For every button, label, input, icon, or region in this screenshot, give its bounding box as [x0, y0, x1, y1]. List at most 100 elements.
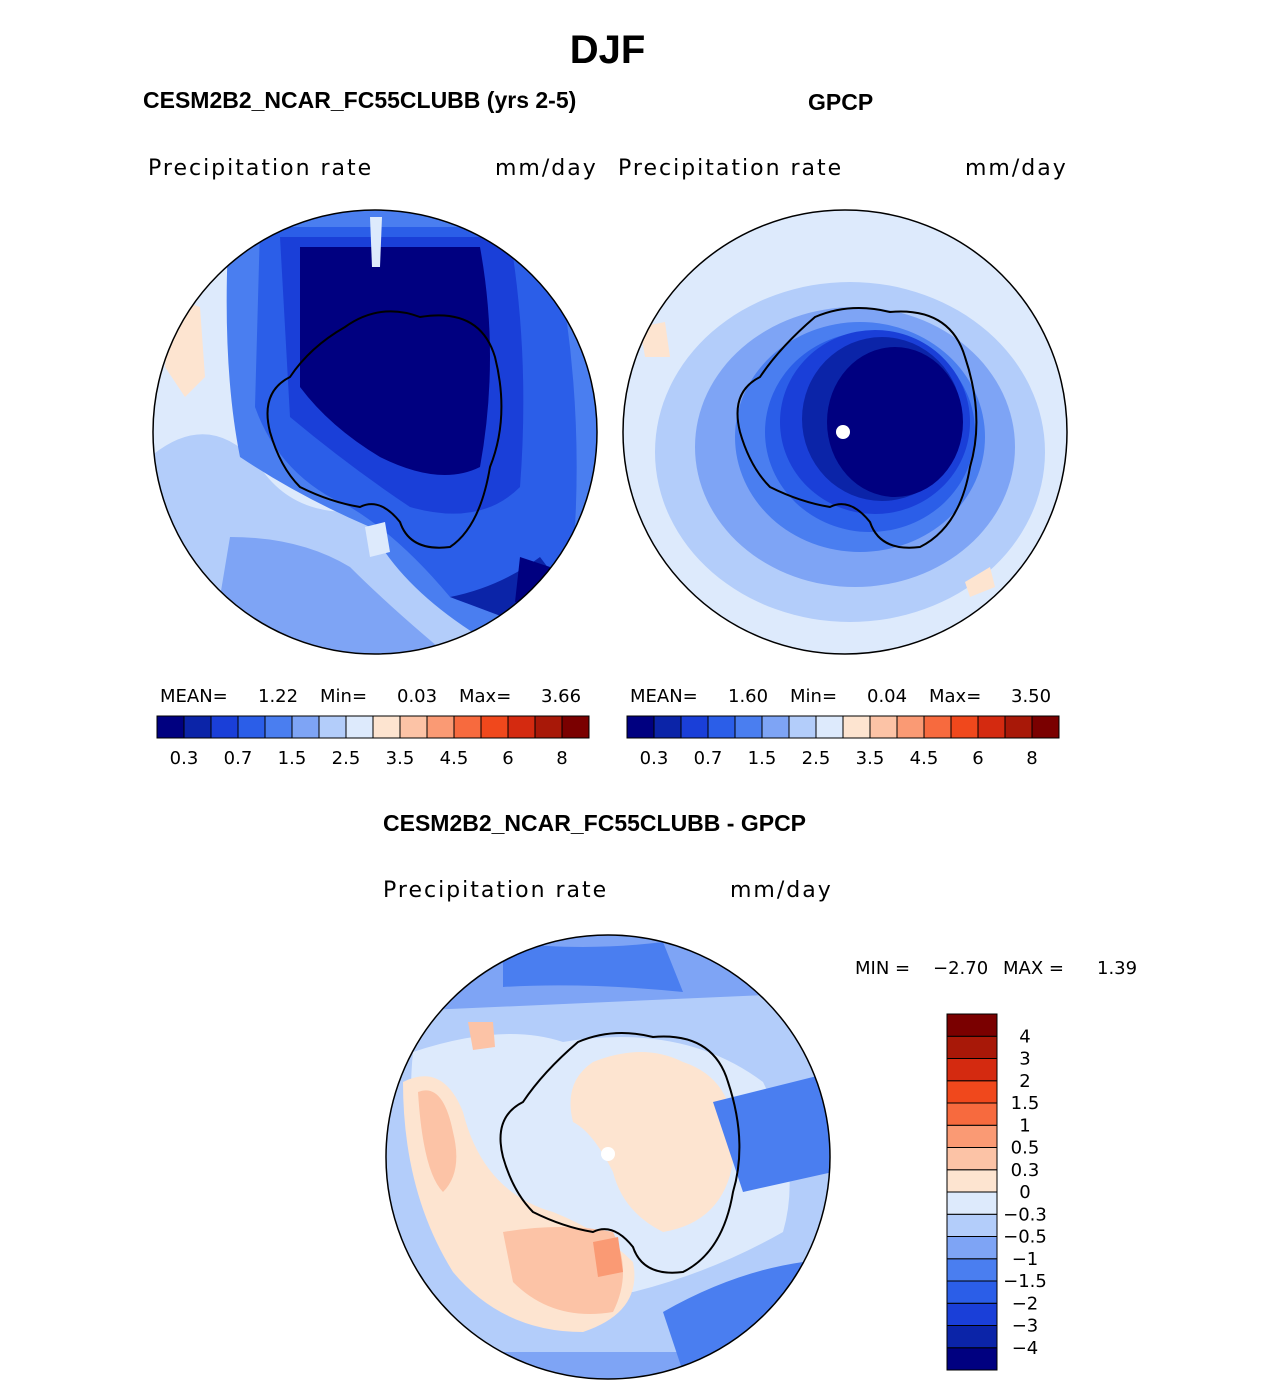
diff-min-value: −2.70: [933, 958, 989, 979]
diff-colorbar-tick-label: −1: [1012, 1249, 1039, 1270]
diff-colorbar-tick-label: −1.5: [1003, 1271, 1047, 1292]
model-colorbar-cell: [480, 715, 509, 739]
model-colorbar-tick-label: 8: [556, 748, 567, 769]
obs-colorbar-cell: [1031, 715, 1060, 739]
obs-colorbar-cell: [761, 715, 790, 739]
model-colorbar-tick-label: 3.5: [386, 748, 415, 769]
model-max-value: 3.66: [541, 686, 582, 707]
model-colorbar-cell: [237, 715, 266, 739]
model-mean-label: MEAN=: [160, 686, 228, 707]
diff-colorbar-cell: [946, 1213, 998, 1237]
model-colorbar-cell: [210, 715, 239, 739]
page-title: DJF: [569, 28, 646, 72]
model-min-label: Min=: [320, 686, 368, 707]
obs-colorbar-cell: [734, 715, 763, 739]
model-colorbar-cell: [156, 715, 185, 739]
diff-colorbar-tick-label: −3: [1012, 1316, 1039, 1337]
obs-colorbar: 0.3 0.7 1.5 2.5 3.5 4.5 6 8: [626, 715, 1060, 769]
model-colorbar-cell: [345, 715, 374, 739]
model-precip-map: [152, 209, 598, 655]
model-colorbar-cell: [372, 715, 401, 739]
obs-colorbar-cell: [869, 715, 898, 739]
obs-mean-label: MEAN=: [630, 686, 698, 707]
diff-colorbar-cell: [946, 1147, 998, 1171]
diff-colorbar-tick-label: 3: [1019, 1049, 1030, 1070]
model-colorbar-cell: [453, 715, 482, 739]
obs-colorbar-cell: [842, 715, 871, 739]
model-max-label: Max=: [459, 686, 512, 707]
diff-colorbar-cell: [946, 1035, 998, 1059]
obs-stats: MEAN= 1.60 Min= 0.04 Max= 3.50: [630, 686, 1070, 710]
obs-colorbar-cell: [653, 715, 682, 739]
obs-colorbar-tick-label: 0.7: [694, 748, 723, 769]
diff-colorbar-cell: [946, 1124, 998, 1148]
diff-colorbar-cell: [946, 1191, 998, 1215]
model-mean-value: 1.22: [258, 686, 299, 707]
model-colorbar-cell: [426, 715, 455, 739]
diff-colorbar-tick-label: 0: [1019, 1182, 1030, 1203]
diff-colorbar-tick-label: −0.5: [1003, 1227, 1047, 1248]
obs-colorbar-tick-label: 2.5: [802, 748, 831, 769]
diff-colorbar-tick-label: 1.5: [1011, 1093, 1040, 1114]
model-colorbar-cell: [264, 715, 293, 739]
obs-colorbar-cell: [815, 715, 844, 739]
obs-units-label: mm/day: [965, 156, 1068, 181]
model-colorbar-tick-label: 2.5: [332, 748, 361, 769]
obs-colorbar-tick-label: 8: [1026, 748, 1037, 769]
diff-colorbar-cell: [946, 1302, 998, 1326]
obs-precip-map: [622, 209, 1068, 655]
diff-colorbar-tick-label: 2: [1019, 1071, 1030, 1092]
diff-min-label: MIN =: [855, 958, 911, 979]
diff-colorbar-tick-label: −4: [1012, 1338, 1039, 1359]
diff-colorbar-cell: [946, 1236, 998, 1260]
model-variable-label: Precipitation rate: [148, 156, 374, 181]
obs-colorbar-cell: [680, 715, 709, 739]
obs-colorbar-cell: [977, 715, 1006, 739]
diff-colorbar-cell: [946, 1258, 998, 1282]
obs-min-value: 0.04: [867, 686, 908, 707]
obs-mean-value: 1.60: [728, 686, 769, 707]
model-units-label: mm/day: [495, 156, 598, 181]
obs-colorbar-cell: [626, 715, 655, 739]
diff-colorbar-cell: [946, 1058, 998, 1082]
obs-colorbar-tick-label: 3.5: [856, 748, 885, 769]
diff-colorbar-cell: [946, 1169, 998, 1193]
obs-colorbar-tick-label: 4.5: [910, 748, 939, 769]
obs-colorbar-cell: [896, 715, 925, 739]
obs-colorbar-cell: [1004, 715, 1033, 739]
obs-colorbar-cell: [923, 715, 952, 739]
diff-colorbar-cell: [946, 1013, 998, 1037]
model-min-value: 0.03: [397, 686, 438, 707]
diff-colorbar-tick-label: 0.5: [1011, 1138, 1040, 1159]
obs-min-label: Min=: [790, 686, 838, 707]
model-colorbar-tick-label: 4.5: [440, 748, 469, 769]
model-colorbar-tick-label: 1.5: [278, 748, 307, 769]
obs-colorbar-cell: [707, 715, 736, 739]
diff-colorbar-cell: [946, 1347, 998, 1371]
obs-colorbar-cell: [788, 715, 817, 739]
model-colorbar-cell: [291, 715, 320, 739]
model-colorbar: 0.3 0.7 1.5 2.5 3.5 4.5 6 8: [156, 715, 590, 769]
model-panel-heading: CESM2B2_NCAR_FC55CLUBB (yrs 2-5): [143, 87, 577, 113]
diff-colorbar-tick-label: 4: [1019, 1026, 1030, 1047]
obs-colorbar-tick-label: 0.3: [640, 748, 669, 769]
diff-units-label: mm/day: [730, 878, 833, 903]
model-stats: MEAN= 1.22 Min= 0.03 Max= 3.66: [160, 686, 600, 710]
diff-colorbar-cell: [946, 1080, 998, 1104]
diff-colorbar-tick-label: −2: [1012, 1293, 1039, 1314]
obs-colorbar-tick-label: 1.5: [748, 748, 777, 769]
diff-precip-map: [385, 934, 831, 1380]
diff-max-value: 1.39: [1097, 958, 1138, 979]
obs-colorbar-cell: [950, 715, 979, 739]
diff-panel-heading: CESM2B2_NCAR_FC55CLUBB - GPCP: [383, 810, 807, 836]
diff-colorbar-tick-label: −0.3: [1003, 1204, 1047, 1225]
obs-panel-heading: GPCP: [808, 89, 874, 115]
obs-variable-label: Precipitation rate: [618, 156, 844, 181]
diff-colorbar-cell: [946, 1325, 998, 1349]
diff-colorbar-tick-label: 0.3: [1011, 1160, 1040, 1181]
model-colorbar-tick-label: 0.3: [170, 748, 199, 769]
diff-colorbar-cell: [946, 1280, 998, 1304]
diff-stats: MIN = −2.70 MAX = 1.39: [855, 958, 1155, 982]
obs-max-value: 3.50: [1011, 686, 1052, 707]
